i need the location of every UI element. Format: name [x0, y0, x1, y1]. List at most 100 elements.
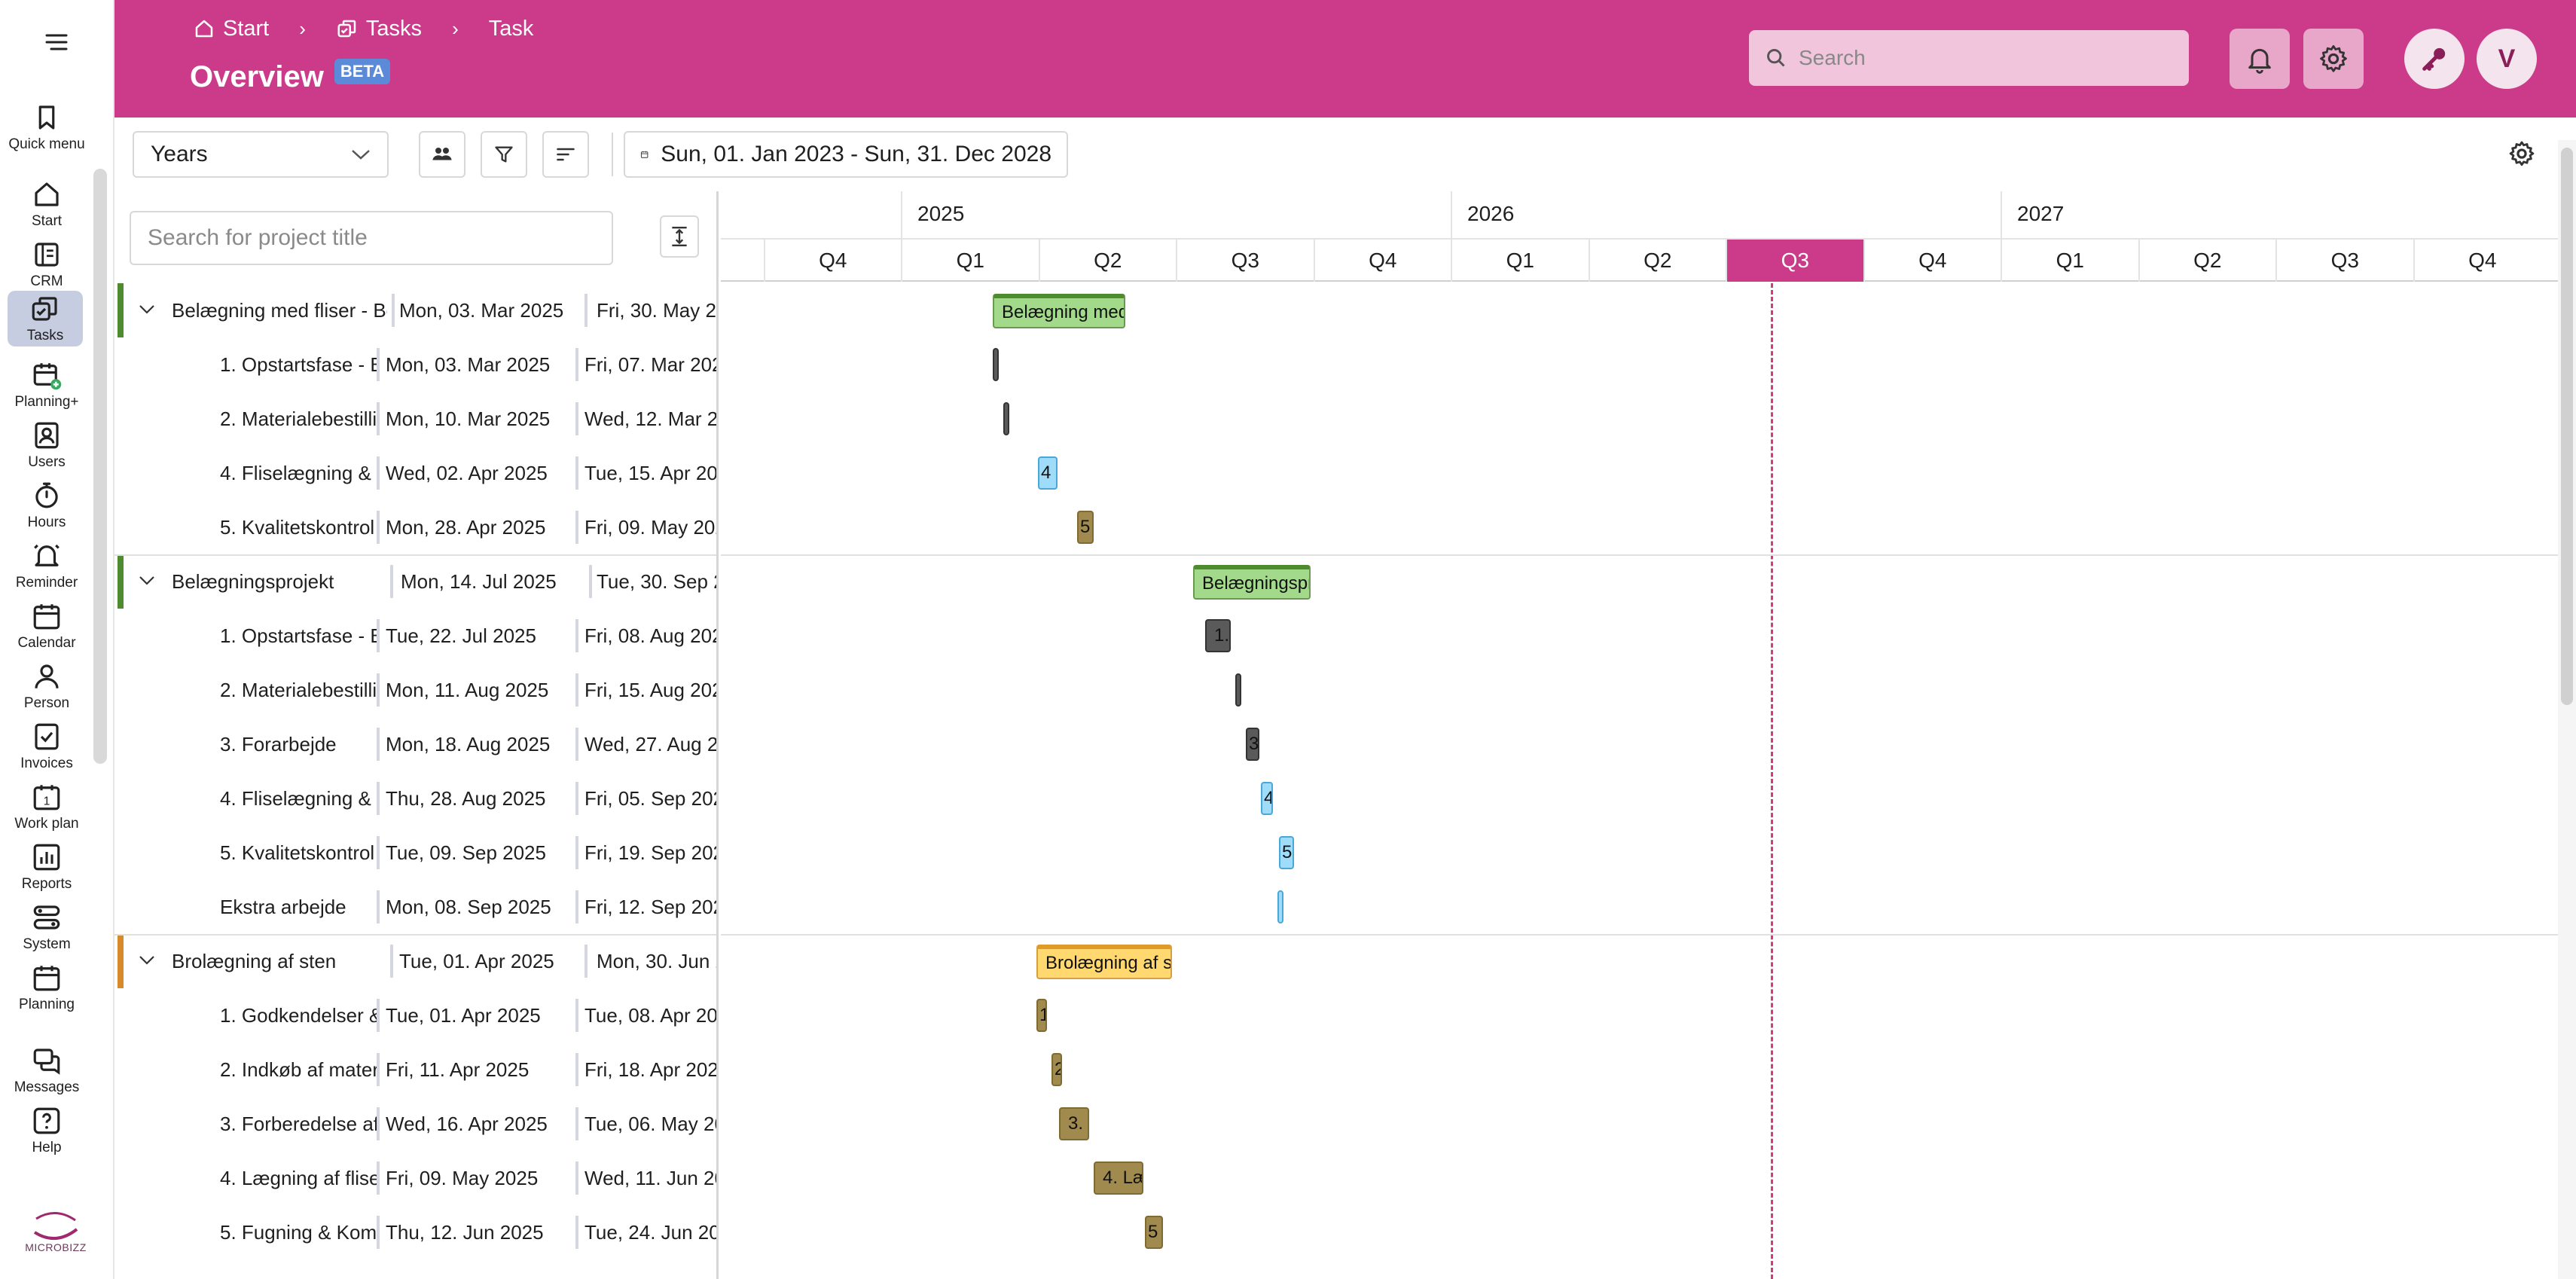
gantt-task-bar[interactable]: 4. Lægning af fliser: [1094, 1161, 1143, 1195]
gantt-task-bar[interactable]: [1003, 402, 1009, 435]
project-group-row[interactable]: Belægningsprojekt Mon, 14. Jul 2025 Tue, 3…: [114, 554, 716, 609]
filter-button[interactable]: [481, 131, 527, 178]
sidebar-item-crm[interactable]: CRM: [0, 237, 93, 292]
gantt-task-bar[interactable]: [993, 348, 999, 381]
gantt-task-bar[interactable]: 3.: [1059, 1107, 1089, 1140]
sidebar-item-tasks[interactable]: Tasks: [8, 291, 83, 346]
project-search[interactable]: [130, 211, 613, 265]
task-row[interactable]: 2. Indkøb af materialer Fri, 11. Apr 2025…: [114, 1042, 716, 1097]
sidebar-item-users[interactable]: Users: [0, 417, 93, 473]
project-search-input[interactable]: [148, 225, 592, 251]
sidebar-item-help[interactable]: Help: [0, 1103, 93, 1158]
task-start-date: Mon, 03. Mar 2025: [386, 353, 551, 376]
sort-button[interactable]: [542, 131, 589, 178]
task-end-date: Fri, 05. Sep 2025: [584, 787, 716, 810]
task-row[interactable]: 5. Kvalitetskontrol Tue, 09. Sep 2025 Fri,…: [114, 826, 716, 880]
sidebar-item-messages[interactable]: Messages: [0, 1042, 93, 1098]
global-search[interactable]: [1749, 30, 2189, 86]
search-input[interactable]: [1799, 46, 2145, 70]
task-row[interactable]: 1. Godkendelser & Tue, 01. Apr 2025 Tue, 0…: [114, 988, 716, 1042]
expand-all-button[interactable]: [660, 215, 699, 258]
task-start-date: Thu, 28. Aug 2025: [386, 787, 546, 810]
gantt-task-bar[interactable]: [1277, 890, 1283, 923]
task-title: 5. Kvalitetskontrol: [220, 516, 375, 539]
user-avatar[interactable]: V: [2477, 29, 2537, 89]
sidebar-item-label: Hours: [27, 514, 66, 530]
settings-button[interactable]: [2303, 29, 2364, 89]
task-start-date: Mon, 18. Aug 2025: [386, 733, 551, 755]
sidebar-item-work-plan[interactable]: 1 Work plan: [0, 779, 93, 835]
sidebar-item-person[interactable]: Person: [0, 658, 93, 714]
invoice-icon: [35, 723, 59, 750]
notifications-button[interactable]: [2230, 29, 2290, 89]
sidebar-item-quick-menu[interactable]: Quick menu: [0, 99, 93, 155]
gantt-task-bar[interactable]: 2: [1051, 1053, 1062, 1086]
gantt-task-bar[interactable]: 5: [1279, 836, 1294, 869]
project-group-row[interactable]: Brolægning af sten Tue, 01. Apr 2025 Mon, …: [114, 934, 716, 988]
gantt-task-bar[interactable]: [1235, 673, 1241, 707]
group-by-users-button[interactable]: [419, 131, 465, 178]
sidebar-item-reports[interactable]: Reports: [0, 839, 93, 895]
task-row[interactable]: 4. Fliselægning & B Thu, 28. Aug 2025 Fri,…: [114, 771, 716, 826]
gantt-task-bar[interactable]: 5: [1145, 1216, 1163, 1249]
bell-icon: [34, 544, 60, 566]
sidebar-item-label: Users: [28, 454, 66, 470]
sidebar-item-reminder[interactable]: Reminder: [0, 538, 93, 594]
gantt-task-bar[interactable]: 5: [1077, 511, 1094, 544]
beta-badge: BETA: [334, 58, 391, 84]
task-title: 4. Fliselægning & B: [220, 462, 377, 484]
sort-icon: [557, 148, 575, 161]
breadcrumb-tasks[interactable]: Tasks: [336, 17, 422, 41]
task-row[interactable]: 1. Opstartsfase - B Mon, 03. Mar 2025 Fri,…: [114, 337, 716, 392]
collapse-chevron-icon[interactable]: [136, 569, 158, 592]
view-select[interactable]: Years: [133, 131, 389, 178]
sidebar-item-calendar[interactable]: Calendar: [0, 598, 93, 654]
gantt-settings-button[interactable]: [2502, 134, 2541, 173]
task-end-date: Tue, 06. May 2025: [584, 1113, 716, 1135]
breadcrumb-start[interactable]: Start: [193, 17, 269, 41]
project-group-row[interactable]: Belægning med fliser - Bo Mon, 03. Mar 20…: [114, 283, 716, 337]
sidebar-scrollbar[interactable]: [93, 169, 107, 764]
gantt-task-bar[interactable]: 4: [1038, 456, 1058, 490]
gantt-task-bar[interactable]: 1: [1036, 999, 1047, 1032]
gantt-task-bar[interactable]: 3: [1246, 728, 1259, 761]
gantt-task-bar[interactable]: 1.: [1205, 619, 1231, 652]
task-row[interactable]: 5. Fugning & Komp Thu, 12. Jun 2025 Tue, 2…: [114, 1205, 716, 1259]
task-end-date: Fri, 08. Aug 2025: [584, 624, 716, 647]
gantt-group-bar[interactable]: Brolægning af sten: [1036, 945, 1172, 979]
task-row[interactable]: 2. Materialebestilling Mon, 10. Mar 2025 W…: [114, 392, 716, 446]
task-row[interactable]: 3. Forarbejde Mon, 18. Aug 2025 Wed, 27. A…: [114, 717, 716, 771]
date-range-picker[interactable]: Sun, 01. Jan 2023 - Sun, 31. Dec 2028: [624, 131, 1068, 178]
task-start-date: Wed, 02. Apr 2025: [386, 462, 548, 484]
gantt-task-bar[interactable]: 4: [1261, 782, 1273, 815]
hamburger-menu-button[interactable]: [38, 27, 75, 57]
task-row[interactable]: 2. Materialebestilling Mon, 11. Aug 2025 F…: [114, 663, 716, 717]
gear-icon: [2509, 141, 2535, 166]
sidebar-item-label: Reports: [21, 876, 72, 892]
collapse-chevron-icon[interactable]: [136, 298, 158, 321]
sidebar-item-hours[interactable]: Hours: [0, 478, 93, 533]
task-start-date: Tue, 01. Apr 2025: [386, 1004, 541, 1027]
sidebar-item-invoices[interactable]: Invoices: [0, 719, 93, 774]
scrollbar-thumb[interactable]: [2561, 148, 2573, 705]
collapse-chevron-icon[interactable]: [136, 949, 158, 972]
task-row[interactable]: 1. Opstartsfase - B Tue, 22. Jul 2025 Fri,…: [114, 609, 716, 663]
sidebar-item-start[interactable]: Start: [0, 176, 93, 232]
sidebar-item-planning[interactable]: Planning: [0, 960, 93, 1015]
column-divider: [377, 348, 380, 381]
task-row[interactable]: 5. Kvalitetskontrol Mon, 28. Apr 2025 Fri,…: [114, 500, 716, 554]
task-row[interactable]: Ekstra arbejde Mon, 08. Sep 2025 Fri, 12. …: [114, 880, 716, 934]
gantt-group-bar[interactable]: Belægning med fliser: [993, 294, 1125, 328]
gantt-vertical-scrollbar[interactable]: [2558, 140, 2576, 1279]
gantt-group-bar[interactable]: Belægningsprojekt: [1193, 565, 1311, 600]
task-row[interactable]: 4. Lægning af fliser Fri, 09. May 2025 Wed…: [114, 1151, 716, 1205]
column-divider: [575, 890, 578, 923]
task-row[interactable]: 4. Fliselægning & B Wed, 02. Apr 2025 Tue,…: [114, 446, 716, 500]
key-button[interactable]: [2404, 29, 2465, 89]
column-divider: [575, 836, 578, 869]
task-row[interactable]: 3. Forberedelse af Wed, 16. Apr 2025 Tue, …: [114, 1097, 716, 1151]
hamburger-icon: [45, 34, 68, 50]
gantt-quarter-header: Q3Q4Q1Q2Q3Q4Q1Q2Q3Q4Q1Q2Q3Q4: [721, 240, 2558, 282]
sidebar-item-planning[interactable]: Planning+: [0, 357, 93, 413]
sidebar-item-system[interactable]: System: [0, 899, 93, 955]
